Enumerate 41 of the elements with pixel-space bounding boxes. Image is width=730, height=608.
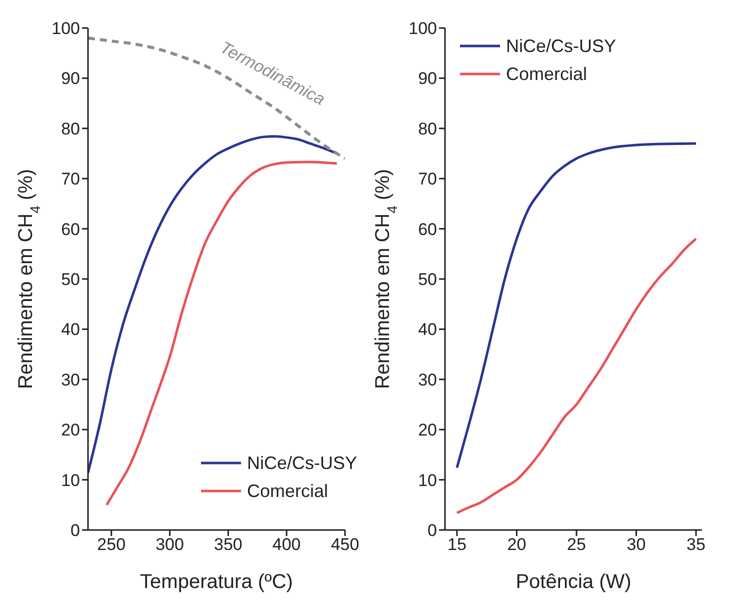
legend-label: Comercial — [506, 63, 588, 86]
y-tick-label: 60 — [418, 220, 437, 239]
x-tick-label: 15 — [447, 535, 466, 554]
y-tick-label: 100 — [52, 19, 80, 38]
line-series — [456, 142, 698, 469]
y-tick-label: 60 — [61, 220, 80, 239]
y-tick-label: 90 — [418, 69, 437, 88]
x-tick-label: 25 — [567, 535, 586, 554]
y-tick-label: 10 — [61, 470, 80, 490]
x-tick-label: 450 — [330, 535, 360, 554]
y-tick-label: 100 — [408, 19, 437, 38]
legend-label: NiCe/Cs-USY — [506, 35, 616, 58]
y-tick-label: 30 — [61, 370, 80, 390]
y-tick-label: 80 — [61, 119, 80, 138]
y-tick-label: 40 — [61, 320, 80, 340]
line-series — [88, 36, 345, 160]
legend-label: NiCe/Cs-USY — [246, 452, 357, 475]
y-tick-label: 80 — [418, 119, 437, 138]
y-tick-label: 0 — [428, 521, 437, 540]
legend-label: Comercial — [246, 480, 328, 503]
y-tick-label: 10 — [418, 470, 437, 490]
y-tick-label: 20 — [418, 420, 437, 440]
x-tick-label: 250 — [97, 535, 126, 554]
y-tick-label: 40 — [418, 320, 437, 340]
y-tick-label: 0 — [70, 521, 80, 540]
y-tick-label: 70 — [61, 170, 80, 189]
x-tick-label: 30 — [626, 535, 646, 554]
line-series — [456, 238, 698, 514]
y-tick-label: 90 — [61, 69, 80, 88]
y-tick-label: 30 — [418, 370, 437, 390]
x-tick-label: 400 — [272, 535, 301, 554]
x-tick-label: 20 — [507, 535, 526, 554]
x-tick-label: 300 — [156, 535, 184, 554]
y-tick-label: 70 — [418, 170, 437, 189]
x-tick-label: 35 — [686, 535, 706, 554]
y-tick-label: 50 — [418, 270, 437, 290]
x-axis-title: Potência (W) — [516, 571, 632, 593]
y-tick-label: 50 — [61, 270, 80, 290]
x-axis-title: Temperatura (ºC) — [140, 571, 293, 593]
y-tick-label: 20 — [61, 420, 80, 440]
x-tick-label: 350 — [214, 535, 242, 554]
